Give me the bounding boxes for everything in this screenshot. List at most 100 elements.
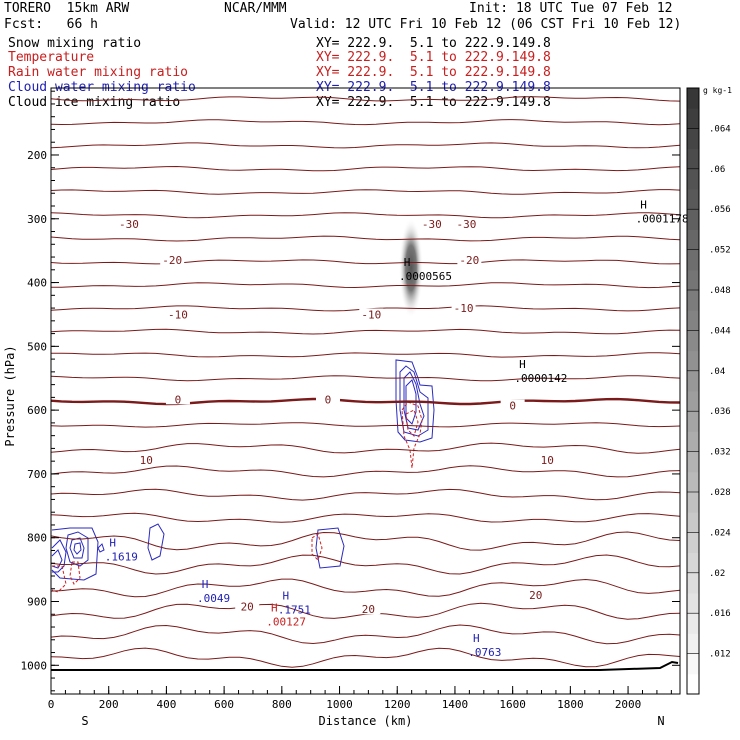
temperature-label-bg bbox=[451, 302, 476, 314]
colorbar-band bbox=[687, 128, 699, 150]
temperature-label-bg bbox=[500, 399, 525, 411]
temperature-label-bg bbox=[165, 393, 190, 405]
y-axis-label: Pressure (hPa) bbox=[3, 345, 17, 446]
maximum-value: .1619 bbox=[105, 550, 138, 563]
maximum-marker: H bbox=[640, 198, 647, 211]
colorbar-tick-label: .024 bbox=[709, 528, 731, 538]
colorbar-band bbox=[687, 168, 699, 190]
x-axis-label: Distance (km) bbox=[319, 714, 413, 728]
temperature-label: -10 bbox=[168, 308, 188, 321]
colorbar-band bbox=[687, 673, 699, 695]
maximum-value: .0001178 bbox=[636, 212, 689, 225]
colorbar-band bbox=[687, 451, 699, 473]
colorbar-band bbox=[687, 593, 699, 614]
colorbar-tick-label: .048 bbox=[709, 286, 731, 296]
south-label: S bbox=[81, 714, 88, 728]
temperature-label: 0 bbox=[325, 393, 332, 406]
temperature-label: 10 bbox=[541, 454, 554, 467]
isotherm-line bbox=[50, 531, 681, 551]
maximum-marker: H bbox=[519, 358, 526, 371]
colorbar-band bbox=[687, 108, 699, 129]
isotherm-line bbox=[50, 422, 681, 428]
forecast-hour: Fcst: 66 h bbox=[4, 17, 98, 32]
colorbar-tick-label: .04 bbox=[709, 367, 725, 377]
isotherm-line bbox=[50, 488, 681, 501]
y-tick-label: 900 bbox=[27, 596, 47, 609]
colorbar-band bbox=[687, 229, 699, 251]
colorbar-band bbox=[687, 350, 699, 372]
colorbar-band bbox=[687, 148, 699, 170]
temperature-label-bg bbox=[160, 254, 185, 266]
field-temperature-xy: XY= 222.9. 5.1 to 222.9.149.8 bbox=[316, 50, 551, 65]
x-tick-label: 800 bbox=[272, 698, 292, 711]
maximum-marker: H bbox=[202, 578, 209, 591]
temperature-label-bg bbox=[235, 600, 260, 612]
isotherm-line bbox=[50, 375, 681, 382]
y-tick-label: 200 bbox=[27, 149, 47, 162]
field-snow-name: Snow mixing ratio bbox=[8, 36, 142, 51]
colorbar-band bbox=[687, 492, 699, 513]
colorbar-band bbox=[687, 249, 699, 271]
colorbar-band bbox=[687, 552, 699, 574]
colorbar-tick-label: .064 bbox=[709, 124, 731, 134]
isotherm-line bbox=[50, 282, 681, 289]
maximum-marker: H bbox=[473, 632, 480, 645]
maximum-marker: H bbox=[271, 602, 278, 615]
temperature-label-bg bbox=[116, 217, 141, 229]
colorbar-tick-label: .02 bbox=[709, 569, 725, 579]
x-tick-label: 600 bbox=[214, 698, 234, 711]
colorbar-band bbox=[687, 330, 699, 352]
ground-line bbox=[51, 660, 679, 671]
colorbar-frame bbox=[686, 87, 700, 695]
isotherm-line bbox=[50, 142, 681, 149]
isotherm-line bbox=[50, 96, 681, 102]
field-cloud-ice-name: Cloud ice mixing ratio bbox=[8, 95, 181, 110]
colorbar-band bbox=[687, 633, 699, 655]
temperature-label: -10 bbox=[361, 308, 381, 321]
colorbar-tick-label: .016 bbox=[709, 609, 731, 619]
colorbar-tick-label: .028 bbox=[709, 488, 731, 498]
colorbar-tick-label: .044 bbox=[709, 326, 731, 336]
temperature-label: 20 bbox=[529, 589, 542, 602]
x-tick-label: 1600 bbox=[499, 698, 526, 711]
org-label: NCAR/MMM bbox=[224, 1, 287, 16]
temperature-label: -20 bbox=[459, 254, 479, 267]
colorbar-unit: g kg-1 bbox=[703, 86, 732, 95]
temperature-label-bg bbox=[457, 254, 482, 266]
colorbar-tick-label: .06 bbox=[709, 165, 725, 175]
colorbar-band bbox=[687, 411, 699, 432]
maximum-value: .00127 bbox=[266, 616, 306, 629]
temperature-label-bg bbox=[535, 453, 560, 465]
y-tick-label: 500 bbox=[27, 340, 47, 353]
maximum-value: .0000565 bbox=[399, 270, 452, 283]
temperature-label-bg bbox=[419, 217, 444, 229]
maximum-value: .0000142 bbox=[514, 372, 567, 385]
y-tick-label: 800 bbox=[27, 532, 47, 545]
x-tick-label: 2000 bbox=[615, 698, 642, 711]
temperature-label: 20 bbox=[362, 603, 375, 616]
colorbar-band bbox=[687, 653, 699, 675]
temperature-label-bg bbox=[165, 308, 190, 320]
field-rain-name: Rain water mixing ratio bbox=[8, 65, 189, 80]
x-tick-label: 1000 bbox=[326, 698, 353, 711]
temperature-label-bg bbox=[134, 453, 159, 465]
field-temperature-name: Temperature bbox=[8, 50, 95, 65]
maximum-marker: H bbox=[109, 536, 116, 549]
temperature-label: -20 bbox=[162, 254, 182, 267]
y-tick-label: 400 bbox=[27, 277, 47, 290]
temperature-label: -10 bbox=[454, 302, 474, 315]
temperature-label: -30 bbox=[422, 218, 442, 231]
temperature-label-bg bbox=[454, 217, 479, 229]
colorbar-band bbox=[687, 88, 699, 109]
maximum-value: .0763 bbox=[468, 646, 501, 659]
isotherm-line bbox=[50, 328, 681, 335]
y-tick-label: 300 bbox=[27, 213, 47, 226]
field-snow-xy: XY= 222.9. 5.1 to 222.9.149.8 bbox=[316, 36, 551, 51]
rain-contours-center bbox=[401, 401, 423, 469]
north-label: N bbox=[657, 714, 664, 728]
colorbar-band bbox=[687, 471, 699, 493]
isotherm-line bbox=[50, 397, 681, 406]
x-tick-label: 400 bbox=[156, 698, 176, 711]
colorbar-band bbox=[687, 613, 699, 634]
